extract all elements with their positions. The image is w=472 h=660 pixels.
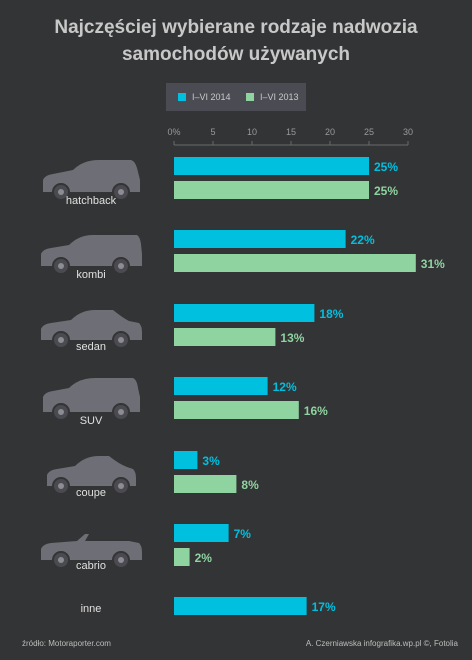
car-hub bbox=[118, 409, 124, 415]
bar-2013 bbox=[174, 475, 237, 493]
data-label: 2% bbox=[195, 551, 213, 565]
car-hub bbox=[118, 263, 124, 269]
category-label: sedan bbox=[76, 341, 106, 353]
bar-2014 bbox=[174, 230, 346, 248]
data-label: 12% bbox=[273, 380, 297, 394]
legend-item-2013: I–VI 2013 bbox=[246, 83, 299, 111]
data-label: 16% bbox=[304, 404, 328, 418]
chart-title: Najczęściej wybierane rodzaje nadwozia s… bbox=[0, 14, 472, 68]
category-label: hatchback bbox=[66, 195, 117, 207]
category-label: inne bbox=[81, 603, 102, 615]
x-tick-label: 30 bbox=[403, 127, 413, 137]
coupe-car-icon bbox=[47, 456, 136, 495]
car-hub bbox=[58, 483, 64, 489]
data-label: 25% bbox=[374, 160, 398, 174]
bar-2013 bbox=[174, 254, 416, 272]
legend-item-2014: I–VI 2014 bbox=[178, 83, 231, 111]
bar-2013 bbox=[174, 328, 276, 346]
category-label: kombi bbox=[76, 269, 105, 281]
car-hub bbox=[118, 557, 124, 563]
kombi-car-icon bbox=[41, 235, 142, 275]
x-tick-label: 10 bbox=[247, 127, 257, 137]
car-hub bbox=[118, 189, 124, 195]
title-line-2: samochodów używanych bbox=[121, 44, 351, 65]
bar-2013 bbox=[174, 181, 369, 199]
bar-2014 bbox=[174, 524, 229, 542]
cabrio-car-icon bbox=[41, 534, 142, 569]
data-label: 18% bbox=[319, 307, 343, 321]
source-note: źródło: Motoraporter.com bbox=[22, 639, 111, 648]
car-hub bbox=[58, 337, 64, 343]
data-label: 3% bbox=[202, 454, 220, 468]
category-label: SUV bbox=[80, 415, 103, 427]
car-hub bbox=[58, 263, 64, 269]
data-label: 8% bbox=[241, 478, 259, 492]
x-tick-label: 0% bbox=[167, 127, 180, 137]
data-label: 13% bbox=[280, 331, 304, 345]
sedan-car-icon bbox=[41, 310, 142, 349]
car-hub bbox=[118, 337, 124, 343]
car-body bbox=[43, 160, 140, 192]
category-label: coupe bbox=[76, 487, 106, 499]
legend-swatch-2014 bbox=[178, 92, 186, 101]
car-body bbox=[43, 378, 140, 412]
category-label: cabrio bbox=[76, 560, 106, 572]
data-label: 31% bbox=[421, 257, 445, 271]
x-tick-label: 25 bbox=[364, 127, 374, 137]
title-line-1: Najczęściej wybierane rodzaje nadwozia bbox=[54, 17, 418, 38]
legend-swatch-2013 bbox=[246, 92, 254, 101]
car-hub bbox=[58, 189, 64, 195]
x-tick-label: 5 bbox=[210, 127, 215, 137]
legend-label-2013: I–VI 2013 bbox=[260, 92, 299, 102]
car-hub bbox=[58, 409, 64, 415]
bar-2014 bbox=[174, 377, 268, 395]
legend-label-2014: I–VI 2014 bbox=[192, 92, 231, 102]
data-label: 22% bbox=[351, 233, 375, 247]
bar-2014 bbox=[174, 597, 307, 615]
bar-2013 bbox=[174, 548, 190, 566]
hatchback-car-icon bbox=[43, 160, 140, 201]
data-label: 17% bbox=[312, 600, 336, 614]
suv-car-icon bbox=[43, 378, 140, 421]
credit-note: A. Czerniawska infografika.wp.pl ©, Foto… bbox=[305, 639, 458, 648]
car-hub bbox=[118, 483, 124, 489]
data-label: 7% bbox=[234, 527, 252, 541]
bar-2013 bbox=[174, 401, 299, 419]
bar-2014 bbox=[174, 451, 198, 469]
legend: I–VI 2014 I–VI 2013 bbox=[166, 83, 306, 111]
x-tick-label: 15 bbox=[286, 127, 296, 137]
x-tick-label: 20 bbox=[325, 127, 335, 137]
car-body bbox=[47, 456, 136, 486]
car-hub bbox=[58, 557, 64, 563]
bar-2014 bbox=[174, 304, 315, 322]
data-label: 25% bbox=[374, 184, 398, 198]
bar-2014 bbox=[174, 157, 369, 175]
